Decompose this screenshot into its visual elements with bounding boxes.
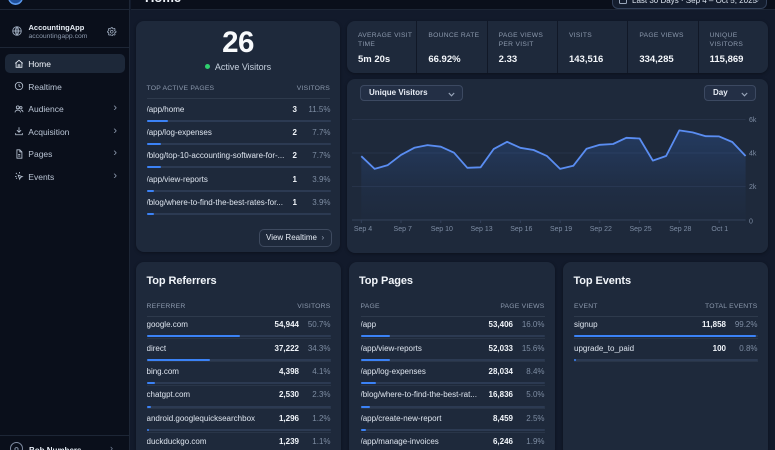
- svg-text:Sep 7: Sep 7: [394, 226, 412, 233]
- svg-text:Sep 13: Sep 13: [471, 226, 493, 233]
- svg-text:6k: 6k: [749, 117, 757, 124]
- svg-text:Sep 16: Sep 16: [510, 226, 532, 233]
- svg-text:2k: 2k: [749, 184, 757, 191]
- svg-text:Sep 25: Sep 25: [630, 226, 652, 233]
- svg-text:0: 0: [749, 219, 753, 226]
- svg-text:Sep 10: Sep 10: [431, 226, 453, 233]
- svg-text:Sep 28: Sep 28: [669, 226, 691, 233]
- svg-text:Oct 1: Oct 1: [711, 226, 728, 233]
- svg-text:Sep 19: Sep 19: [550, 226, 572, 233]
- svg-text:4k: 4k: [749, 151, 757, 158]
- svg-text:Sep 4: Sep 4: [354, 226, 372, 233]
- svg-text:Sep 22: Sep 22: [590, 226, 612, 233]
